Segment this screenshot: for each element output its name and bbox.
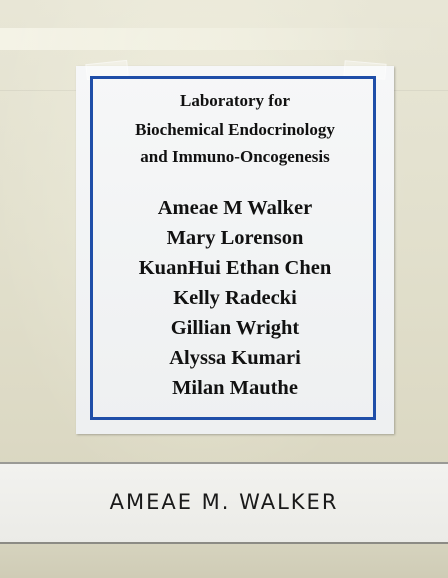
sign-name: Ameae M Walker bbox=[157, 197, 313, 219]
lab-sign: Laboratory for Biochemical Endocrinology… bbox=[76, 59, 394, 434]
sign-border bbox=[90, 76, 376, 420]
sign-name: KuanHui Ethan Chen bbox=[138, 257, 332, 279]
wall-lower bbox=[0, 544, 448, 578]
sign-name: Alyssa Kumari bbox=[169, 347, 301, 369]
sign-heading-line: and Immuno-Oncogenesis bbox=[140, 147, 330, 166]
wall-light-reflection bbox=[0, 28, 448, 50]
sign-heading-line: Laboratory for bbox=[179, 91, 290, 110]
nameplate-text: AMEAE M. WALKER bbox=[109, 490, 339, 514]
door-nameplate: AMEAE M. WALKER bbox=[0, 462, 448, 544]
sign-name: Mary Lorenson bbox=[166, 227, 304, 249]
sign-name: Gillian Wright bbox=[170, 317, 300, 339]
sign-name: Milan Mauthe bbox=[172, 377, 298, 399]
sign-heading-line: Biochemical Endocrinology bbox=[135, 120, 335, 139]
sign-name: Kelly Radecki bbox=[173, 287, 297, 309]
